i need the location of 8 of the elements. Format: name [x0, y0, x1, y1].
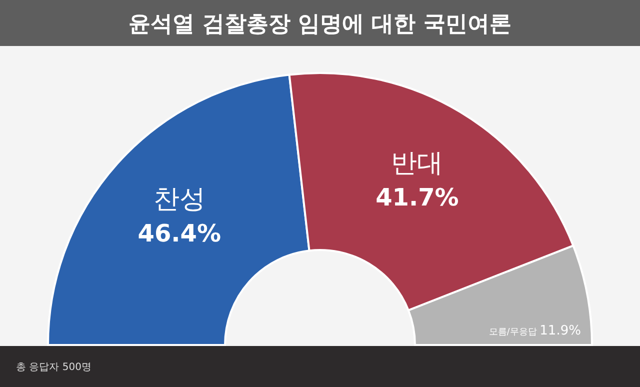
slice-label: 찬성: [153, 184, 206, 214]
data-label: 41.7%: [376, 184, 459, 212]
text: 총 응답자 500명: [16, 362, 92, 373]
slice-label: 반대: [391, 148, 444, 179]
chart-title: 윤석열 검찰총장 임명에 대한 국민여론: [128, 12, 512, 37]
data-label: 11.9%: [540, 323, 581, 338]
slice-label: 모름/무응답: [488, 327, 540, 338]
data-label: 46.4%: [138, 219, 222, 248]
